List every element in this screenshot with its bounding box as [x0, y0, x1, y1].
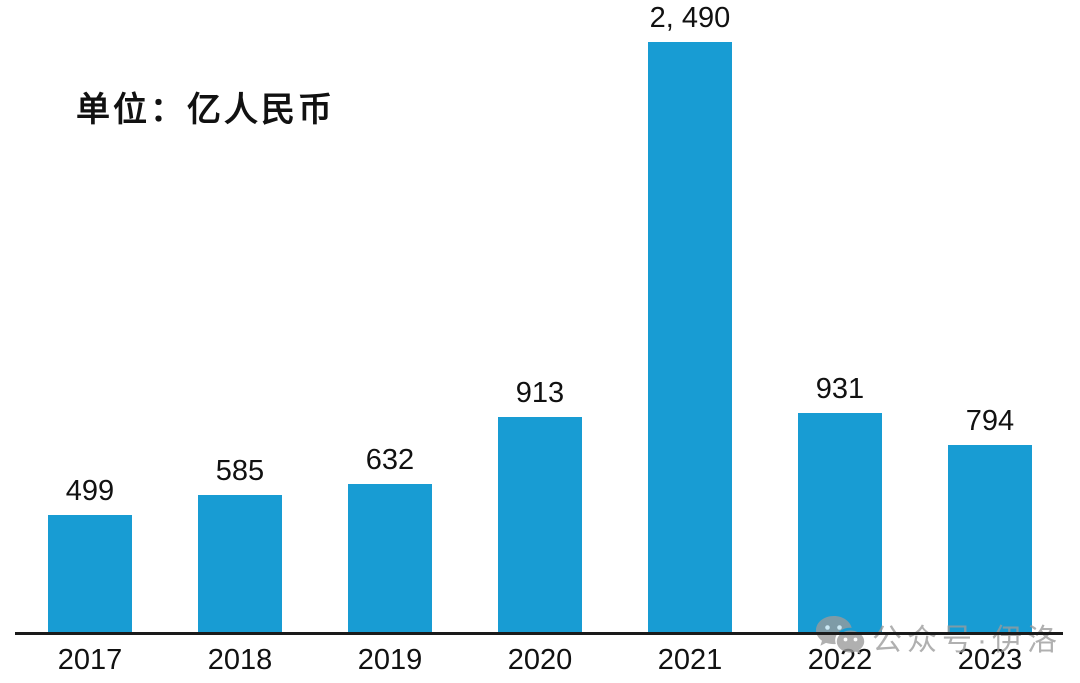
- bar-group-2022: 931: [765, 373, 915, 634]
- wechat-icon: [816, 616, 865, 654]
- bar: [198, 495, 282, 634]
- bar: [348, 484, 432, 634]
- watermark: 公众号·伊洛: [814, 614, 1062, 660]
- x-axis-line: [15, 632, 1063, 635]
- x-tick-label: 2019: [357, 644, 423, 676]
- bar-group-2020: 913: [465, 377, 615, 634]
- value-label: 2, 490: [649, 2, 731, 34]
- bar: [498, 417, 582, 634]
- bar-group-2018: 585: [165, 455, 315, 634]
- x-tick-label: 2022: [807, 644, 873, 676]
- value-label: 585: [215, 455, 265, 487]
- bar-group-2019: 632: [315, 444, 465, 634]
- bar-group-2017: 499: [15, 475, 165, 634]
- x-tick-label: 2023: [957, 644, 1023, 676]
- bar-group-2021: 2, 490: [615, 2, 765, 634]
- value-label: 931: [815, 373, 865, 405]
- bar: [948, 445, 1032, 634]
- bar-group-2023: 794: [915, 405, 1065, 634]
- x-tick-label: 2020: [507, 644, 573, 676]
- bar: [798, 413, 882, 634]
- x-tick-label: 2021: [657, 644, 723, 676]
- value-label: 632: [365, 444, 415, 476]
- value-label: 794: [965, 405, 1015, 437]
- x-tick-label: 2018: [207, 644, 273, 676]
- watermark-text: 公众号·伊洛: [872, 624, 1062, 657]
- x-tick-label: 2017: [57, 644, 123, 676]
- value-label: 499: [65, 475, 115, 507]
- bar: [48, 515, 132, 634]
- bar: [648, 42, 732, 634]
- unit-label: 单位：亿人民币: [76, 90, 335, 130]
- value-label: 913: [515, 377, 565, 409]
